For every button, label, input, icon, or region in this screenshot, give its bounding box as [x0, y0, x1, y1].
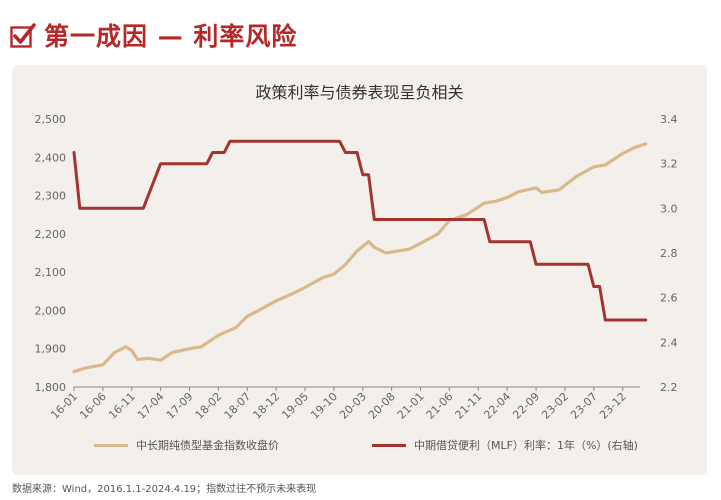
y-right-tick-label: 3.4 [660, 113, 678, 126]
x-tick-label: 22-09 [510, 390, 542, 422]
y-right-tick-label: 2.4 [660, 336, 678, 349]
y-left-tick-label: 2,300 [35, 190, 67, 203]
y-right-tick-label: 2.6 [660, 292, 678, 305]
x-tick-label: 17-09 [164, 390, 196, 422]
x-tick-label: 18-12 [250, 390, 282, 422]
legend-label-index: 中长期纯债型基金指数收盘价 [136, 439, 279, 452]
y-right-tick-label: 3.0 [660, 202, 678, 215]
legend-swatch-index [94, 443, 128, 447]
legend-item-mlf: 中期借贷便利（MLF）利率：1年（%）(右轴) [372, 437, 638, 453]
checkbox-check-icon [10, 23, 36, 48]
x-tick-label: 23-02 [539, 390, 571, 422]
x-tick-label: 16-06 [77, 390, 109, 422]
page-title: 第一成因 — 利率风险 [44, 22, 298, 51]
series-line-mlf [72, 139, 648, 322]
page-header: 第一成因 — 利率风险 [10, 18, 297, 52]
y-left-tick-label: 2,000 [35, 304, 67, 317]
y-left-tick-label: 2,400 [35, 151, 67, 164]
legend-swatch-mlf [372, 443, 406, 447]
y-left-tick-label: 1,900 [35, 343, 67, 356]
x-tick-label: 18-07 [222, 390, 254, 422]
chart-card: 政策利率与债券表现呈负相关 1,800 1,900 2,000 2,100 2,200 2… [12, 65, 707, 475]
chart-title: 政策利率与债券表现呈负相关 [255, 83, 464, 102]
line-chart: 1,800 1,900 2,000 2,100 2,200 2,300 2,400 2,500… [35, 113, 678, 422]
legend-label-mlf: 中期借贷便利（MLF）利率：1年（%）(右轴) [414, 439, 638, 452]
x-tick-label: 18-02 [193, 390, 225, 422]
x-tick-label: 16-11 [106, 390, 138, 422]
x-tick-label: 23-12 [597, 390, 629, 422]
y-right-tick-label: 2.2 [660, 381, 678, 394]
series-line-index [72, 142, 648, 374]
x-tick-label: 19-05 [279, 390, 311, 422]
x-tick-label: 22-04 [481, 390, 513, 422]
y-right-tick-label: 2.8 [660, 247, 678, 260]
y-left-tick-label: 2,100 [35, 266, 67, 279]
x-tick-label: 21-01 [395, 390, 427, 422]
y-left-tick-label: 2,200 [35, 228, 67, 241]
y-right-tick-label: 3.2 [660, 158, 678, 171]
x-tick-label: 20-08 [366, 390, 398, 422]
source-note: 数据来源：Wind，2016.1.1-2024.4.19；指数过往不预示未来表现 [12, 484, 317, 495]
x-tick-label: 20-03 [337, 390, 369, 422]
x-tick-label: 21-11 [453, 390, 485, 422]
y-left-tick-label: 2,500 [35, 113, 67, 126]
x-tick-label: 17-04 [135, 390, 167, 422]
x-tick-label: 16-01 [48, 390, 80, 422]
x-tick-label: 21-06 [424, 390, 456, 422]
y-left-tick-label: 1,800 [35, 381, 67, 394]
x-tick-label: 19-10 [308, 390, 340, 422]
x-tick-label: 23-07 [568, 390, 600, 422]
legend-item-index: 中长期纯债型基金指数收盘价 [94, 437, 279, 453]
